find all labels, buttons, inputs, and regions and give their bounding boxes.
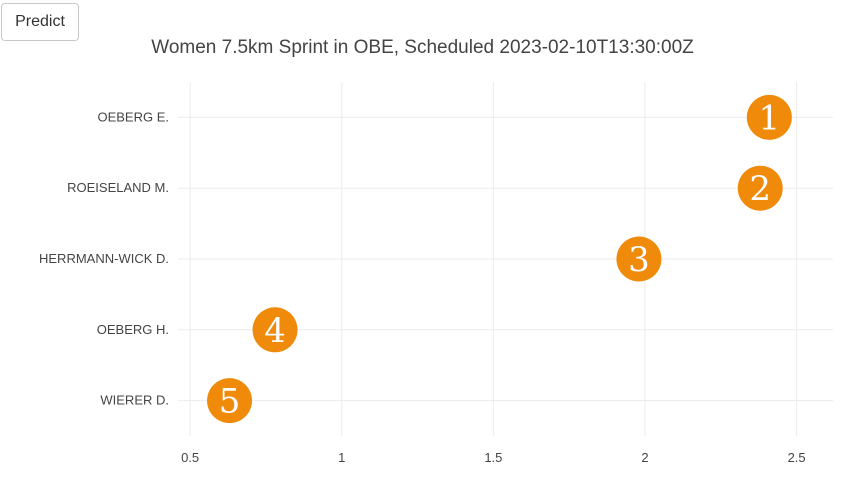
data-points: 1 2 3 45 — [207, 94, 792, 424]
x-tick-label: 2 — [641, 450, 648, 465]
point-marker[interactable] — [737, 165, 783, 211]
point-rank-label: 4 — [264, 311, 286, 351]
y-tick-label: OEBERG H. — [97, 322, 169, 337]
y-tick-label: HERRMANN-WICK D. — [39, 251, 169, 266]
point-marker[interactable] — [616, 236, 662, 282]
x-axis: 0.5 1 1.5 2 2.5 — [181, 450, 806, 465]
predict-button[interactable]: Predict — [1, 3, 79, 41]
y-tick-label: ROEISELAND M. — [67, 180, 169, 195]
x-tick-label: 1.5 — [484, 450, 502, 465]
point-rank-label: 5 — [219, 382, 241, 422]
x-tick-label: 0.5 — [181, 450, 199, 465]
point-rank-label: 3 — [628, 240, 650, 280]
chart-title: Women 7.5km Sprint in OBE, Scheduled 202… — [151, 37, 694, 58]
point-marker[interactable] — [252, 307, 298, 353]
data-point[interactable]: 4 — [252, 307, 298, 353]
x-tick-label: 2.5 — [788, 450, 806, 465]
point-marker[interactable] — [746, 94, 792, 140]
grid — [178, 82, 833, 436]
data-point[interactable]: 2 — [737, 165, 783, 211]
y-tick-label: OEBERG E. — [97, 109, 169, 124]
point-marker[interactable] — [207, 378, 253, 424]
y-axis: OEBERG E. ROEISELAND M. HERRMANN-WICK D. OE… — [39, 109, 169, 407]
data-point[interactable]: 3 — [616, 236, 662, 282]
x-tick-label: 1 — [338, 450, 345, 465]
y-tick-label: WIERER D. — [100, 393, 169, 408]
point-rank-label: 1 — [758, 98, 780, 138]
point-rank-label: 2 — [749, 169, 771, 209]
data-point[interactable]: 5 — [207, 378, 253, 424]
data-point[interactable]: 1 — [746, 94, 792, 140]
